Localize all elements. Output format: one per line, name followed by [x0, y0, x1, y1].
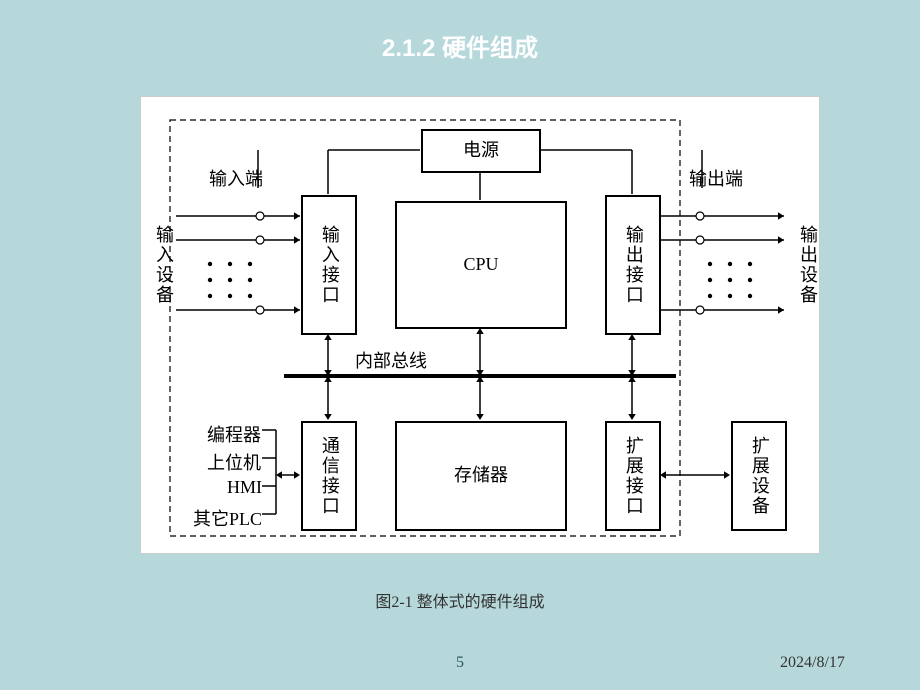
- box-power: 电源: [421, 129, 541, 173]
- label-hmi: HMI: [227, 477, 262, 498]
- box-cpu: CPU: [395, 201, 567, 329]
- box-expand-device: 扩展设备: [731, 421, 787, 531]
- figure-caption: 图2-1 整体式的硬件组成: [0, 588, 920, 612]
- label-other-plc: 其它PLC: [193, 505, 262, 531]
- diagram-frame: 电源 输入接口 CPU 输出接口 通信接口 存储器 扩展接口 扩展设备 输入端 …: [140, 96, 820, 554]
- box-comm-interface: 通信接口: [301, 421, 357, 531]
- box-cpu-label: CPU: [463, 255, 498, 275]
- label-programmer: 编程器: [207, 421, 261, 447]
- box-power-label: 电源: [463, 141, 499, 161]
- box-storage-label: 存储器: [454, 466, 508, 486]
- slide-date: 2024/8/17: [780, 654, 845, 672]
- slide-title: 2.1.2 硬件组成: [0, 28, 920, 63]
- box-expand-dev-label: 扩展设备: [749, 436, 769, 516]
- label-output-device: 输出设备: [795, 225, 821, 305]
- box-output-interface: 输出接口: [605, 195, 661, 335]
- box-expand-if-label: 扩展接口: [623, 436, 643, 516]
- label-output-end: 输出端: [689, 165, 743, 191]
- box-comm-if-label: 通信接口: [319, 436, 339, 516]
- box-storage: 存储器: [395, 421, 567, 531]
- box-expand-interface: 扩展接口: [605, 421, 661, 531]
- box-input-interface: 输入接口: [301, 195, 357, 335]
- box-output-if-label: 输出接口: [623, 225, 643, 305]
- label-input-device: 输入设备: [151, 225, 177, 305]
- box-input-if-label: 输入接口: [319, 225, 339, 305]
- label-input-end: 输入端: [209, 165, 263, 191]
- label-host: 上位机: [207, 449, 261, 475]
- label-bus: 内部总线: [355, 347, 427, 373]
- slide: 2.1.2 硬件组成 电源 输入接口 CPU 输出接口 通信接口 存储器 扩展接…: [0, 0, 920, 690]
